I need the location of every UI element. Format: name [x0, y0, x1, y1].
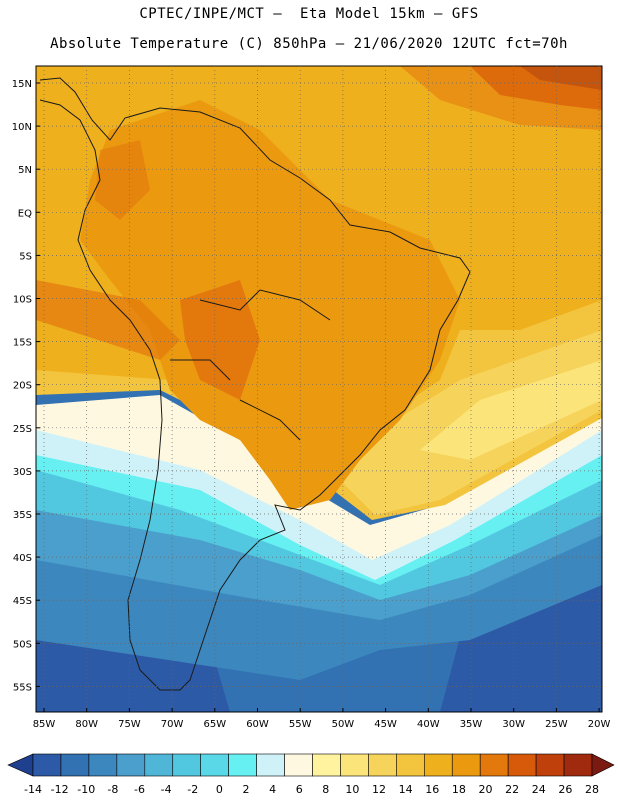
lon-label: 60W: [246, 719, 269, 730]
colorbar-swatch: [507, 753, 537, 777]
continent-outline: [39, 77, 471, 691]
lat-label: 40S: [13, 553, 32, 564]
colorbar-swatch: [368, 753, 397, 777]
lat-label: 5N: [18, 165, 32, 176]
lat-label: 50S: [13, 639, 32, 650]
colorbar-label: 4: [269, 783, 276, 796]
longitude-labels: 85W 80W 75W 70W 65W 60W 55W 50W 45W 40W 35W 30W 25W 2…: [33, 708, 611, 730]
colorbar-label: 8: [322, 783, 329, 796]
colorbar-label: 0: [216, 783, 223, 796]
colorbar-label: -8: [107, 783, 118, 796]
lat-label: 55S: [13, 682, 32, 693]
colorbar-label: 18: [452, 783, 466, 796]
lat-label: 25S: [13, 424, 32, 435]
lon-label: 45W: [374, 719, 397, 730]
colorbar-label: -12: [51, 783, 69, 796]
colorbar-swatch: [256, 753, 285, 777]
colorbar-swatch: [340, 753, 369, 777]
colorbar-arrow-left: [7, 753, 34, 777]
colorbar-label: 10: [345, 783, 359, 796]
colorbar-arrow-right: [591, 753, 615, 777]
lon-label: 70W: [161, 719, 184, 730]
colorbar-swatch: [451, 753, 481, 777]
lon-label: 80W: [75, 719, 98, 730]
lat-label: 15N: [12, 79, 32, 90]
lat-label: 10N: [12, 122, 32, 133]
lon-label: 30W: [502, 719, 525, 730]
map-title: CPTEC/INPE/MCT – Eta Model 15km – GFS: [139, 6, 479, 22]
colorbar-label: -4: [161, 783, 172, 796]
lat-label: 15S: [13, 338, 32, 349]
colorbar-label: 6: [296, 783, 303, 796]
lon-label: 55W: [289, 719, 312, 730]
lon-label: 25W: [545, 719, 568, 730]
colorbar-swatch: [116, 753, 146, 777]
lat-label: 10S: [13, 295, 32, 306]
colorbar-swatch: [228, 753, 257, 777]
colorbar-swatch: [88, 753, 118, 777]
colorbar-swatch: [423, 753, 453, 777]
lat-label: 35S: [13, 510, 32, 521]
temperature-field: [36, 66, 602, 712]
lon-label: 75W: [118, 719, 141, 730]
colorbar-label: 16: [425, 783, 439, 796]
lat-label: 20S: [13, 381, 32, 392]
colorbar-swatch: [312, 753, 341, 777]
lat-label: 30S: [13, 467, 32, 478]
map-subtitle: Absolute Temperature (C) 850hPa – 21/06/…: [50, 36, 568, 52]
colorbar-swatch: [284, 753, 313, 777]
lon-label: 20W: [588, 719, 611, 730]
colorbar-swatch: [535, 753, 565, 777]
lat-label: EQ: [18, 208, 32, 219]
lon-label: 65W: [203, 719, 226, 730]
colorbar-swatch: [144, 753, 174, 777]
colorbar-swatch: [563, 753, 593, 777]
colorbar-label: 22: [505, 783, 519, 796]
lon-label: 40W: [417, 719, 440, 730]
lon-label: 50W: [332, 719, 355, 730]
lat-label: 45S: [13, 596, 32, 607]
colorbar-label: 14: [399, 783, 413, 796]
colorbar-label: -14: [24, 783, 42, 796]
colorbar-label: -2: [187, 783, 198, 796]
map-frame: [35, 65, 603, 713]
colorbar-label: 12: [372, 783, 386, 796]
colorbar-label: 24: [532, 783, 546, 796]
colorbar-label: 20: [479, 783, 493, 796]
colorbar-label: -10: [77, 783, 95, 796]
colorbar: -14 -12 -10 -8 -6 -4 -2 0 2 4 6 8 10 12 14 16 18 20 22 24 26…: [7, 753, 615, 796]
colorbar-swatch: [172, 753, 202, 777]
lat-label: 5S: [19, 251, 32, 262]
latitude-labels: 15N 10N 5N EQ 5S 10S 15S 20S 25S 30S 35S 40S 45S 50S 5…: [12, 79, 40, 693]
colorbar-swatch: [60, 753, 90, 777]
colorbar-swatch: [200, 753, 229, 777]
colorbar-label: 28: [585, 783, 599, 796]
colorbar-label: 2: [242, 783, 249, 796]
lon-label: 35W: [460, 719, 483, 730]
colorbar-label: 26: [558, 783, 572, 796]
colorbar-swatch: [396, 753, 425, 777]
colorbar-swatch: [32, 753, 62, 777]
lon-label: 85W: [33, 719, 56, 730]
colorbar-swatch: [479, 753, 509, 777]
colorbar-label: -6: [134, 783, 145, 796]
